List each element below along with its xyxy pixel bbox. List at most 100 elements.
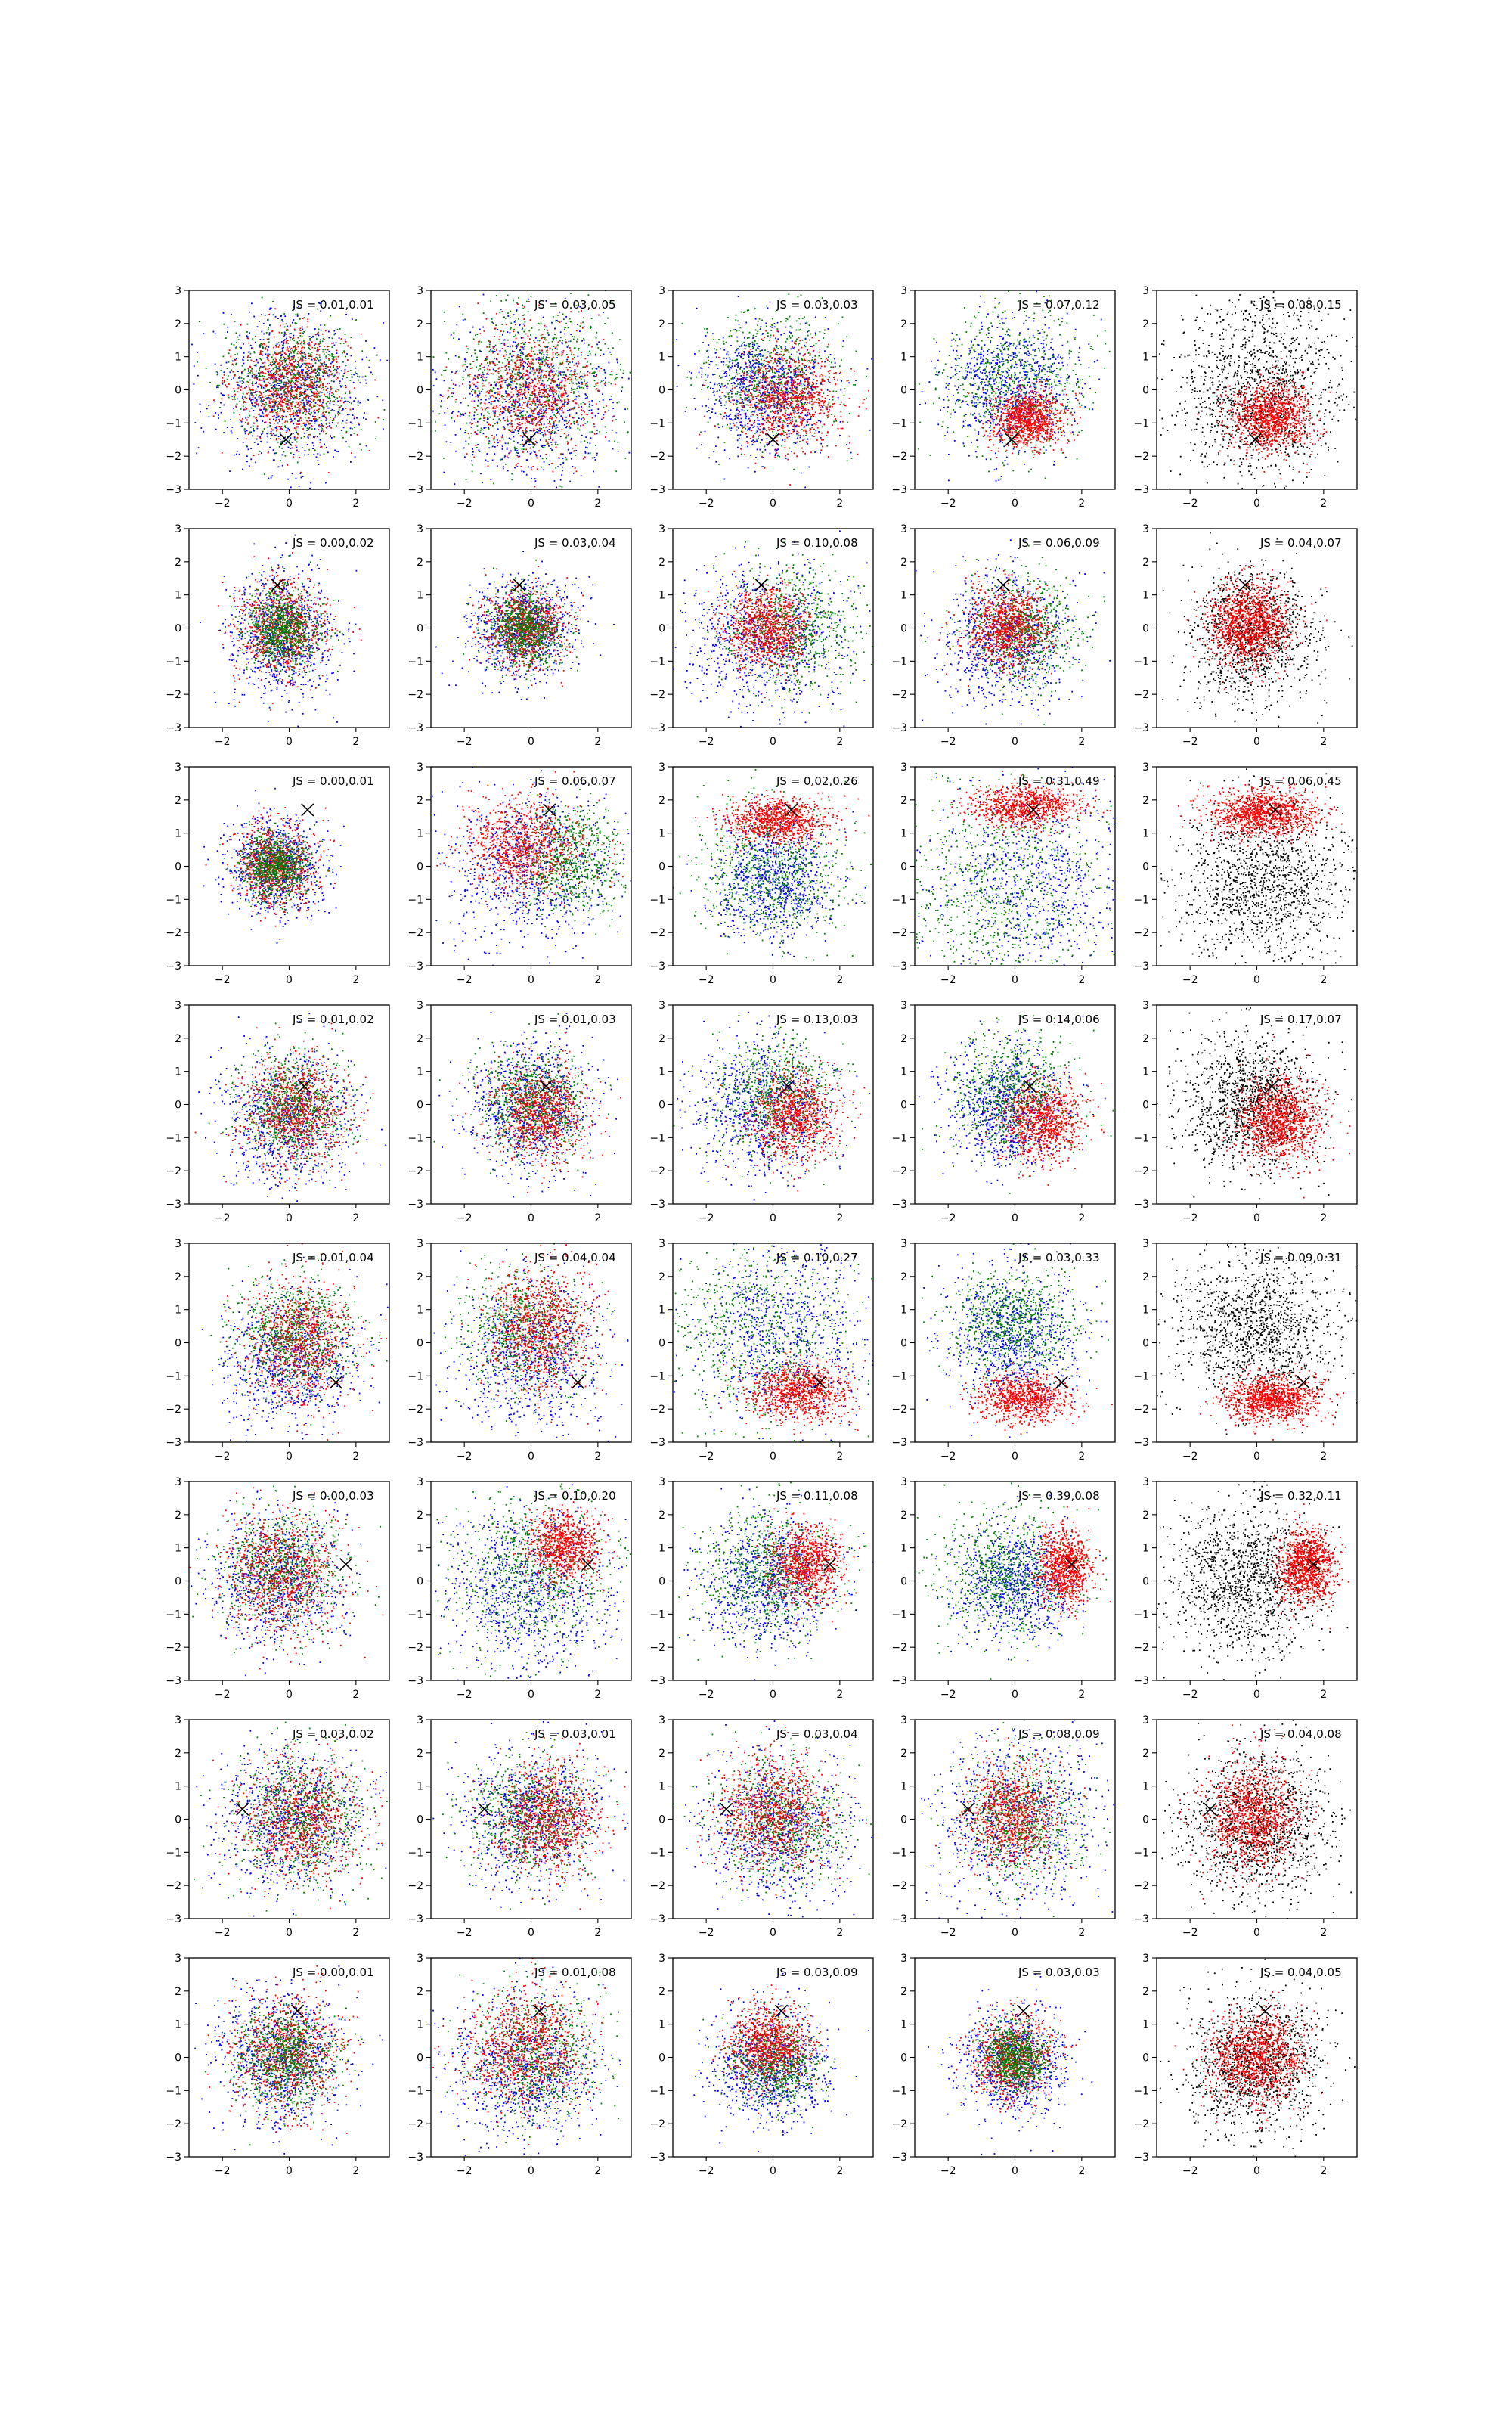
- point: [333, 393, 334, 395]
- point: [530, 453, 531, 455]
- point: [543, 427, 544, 429]
- point: [519, 376, 520, 377]
- point: [520, 343, 522, 344]
- point: [474, 375, 476, 377]
- point: [545, 390, 547, 392]
- point: [225, 420, 226, 422]
- point: [547, 443, 548, 445]
- point: [318, 361, 320, 362]
- point: [319, 433, 321, 435]
- point: [562, 363, 563, 365]
- point: [520, 357, 522, 358]
- point: [507, 470, 509, 472]
- point: [316, 389, 318, 391]
- point: [246, 455, 248, 457]
- point: [432, 369, 434, 371]
- point: [314, 410, 315, 411]
- point: [472, 327, 474, 328]
- point: [318, 335, 320, 337]
- y-tick-label: −1: [407, 417, 423, 430]
- point: [483, 312, 485, 314]
- point: [277, 406, 279, 408]
- point: [308, 401, 309, 402]
- point: [278, 342, 280, 343]
- point: [343, 402, 345, 404]
- point: [246, 386, 247, 388]
- point: [570, 293, 572, 294]
- point: [269, 332, 271, 334]
- point: [596, 455, 597, 456]
- point: [578, 361, 579, 363]
- point: [596, 344, 598, 346]
- point: [589, 410, 590, 411]
- point: [259, 379, 261, 380]
- point: [322, 414, 324, 415]
- point: [329, 423, 330, 424]
- point: [301, 392, 302, 394]
- point: [556, 408, 558, 410]
- point: [287, 403, 288, 405]
- point: [320, 442, 321, 443]
- point: [345, 386, 347, 388]
- point: [529, 372, 531, 374]
- point: [538, 422, 539, 424]
- point: [287, 464, 289, 466]
- point: [551, 418, 553, 420]
- point: [289, 440, 290, 442]
- point: [539, 409, 541, 411]
- point: [522, 424, 523, 425]
- point: [262, 431, 264, 433]
- point: [516, 374, 518, 375]
- point: [547, 396, 549, 397]
- point: [253, 392, 255, 393]
- point: [244, 402, 246, 403]
- point: [534, 478, 536, 479]
- point: [339, 380, 341, 382]
- point: [331, 343, 333, 344]
- point: [293, 368, 295, 370]
- point: [616, 374, 618, 375]
- point: [490, 300, 491, 302]
- point: [522, 337, 524, 339]
- point: [498, 401, 500, 402]
- point: [349, 446, 350, 448]
- point: [267, 436, 268, 437]
- point: [527, 367, 528, 368]
- point: [290, 411, 291, 412]
- point: [543, 389, 544, 391]
- point: [284, 375, 285, 377]
- point: [556, 371, 558, 372]
- point: [276, 414, 277, 416]
- point: [519, 367, 521, 368]
- point: [732, 386, 733, 387]
- point: [285, 427, 287, 428]
- point: [556, 320, 558, 321]
- point: [494, 346, 495, 348]
- point: [287, 394, 288, 396]
- point: [312, 448, 314, 449]
- point: [278, 466, 280, 467]
- point: [293, 352, 295, 354]
- point: [556, 384, 558, 386]
- point: [325, 368, 327, 369]
- point: [590, 437, 592, 439]
- point: [256, 375, 258, 377]
- point: [765, 374, 767, 375]
- point: [457, 415, 458, 417]
- point: [533, 419, 534, 420]
- point: [534, 385, 536, 386]
- point: [345, 369, 346, 371]
- point: [477, 414, 479, 415]
- point: [228, 397, 230, 399]
- point: [248, 433, 249, 435]
- point: [519, 324, 520, 326]
- point: [346, 431, 348, 433]
- point: [575, 378, 576, 380]
- point: [310, 403, 311, 405]
- point: [319, 417, 321, 419]
- point: [323, 431, 324, 433]
- point: [357, 376, 358, 377]
- point: [283, 387, 284, 389]
- point: [585, 398, 587, 399]
- point: [623, 370, 624, 371]
